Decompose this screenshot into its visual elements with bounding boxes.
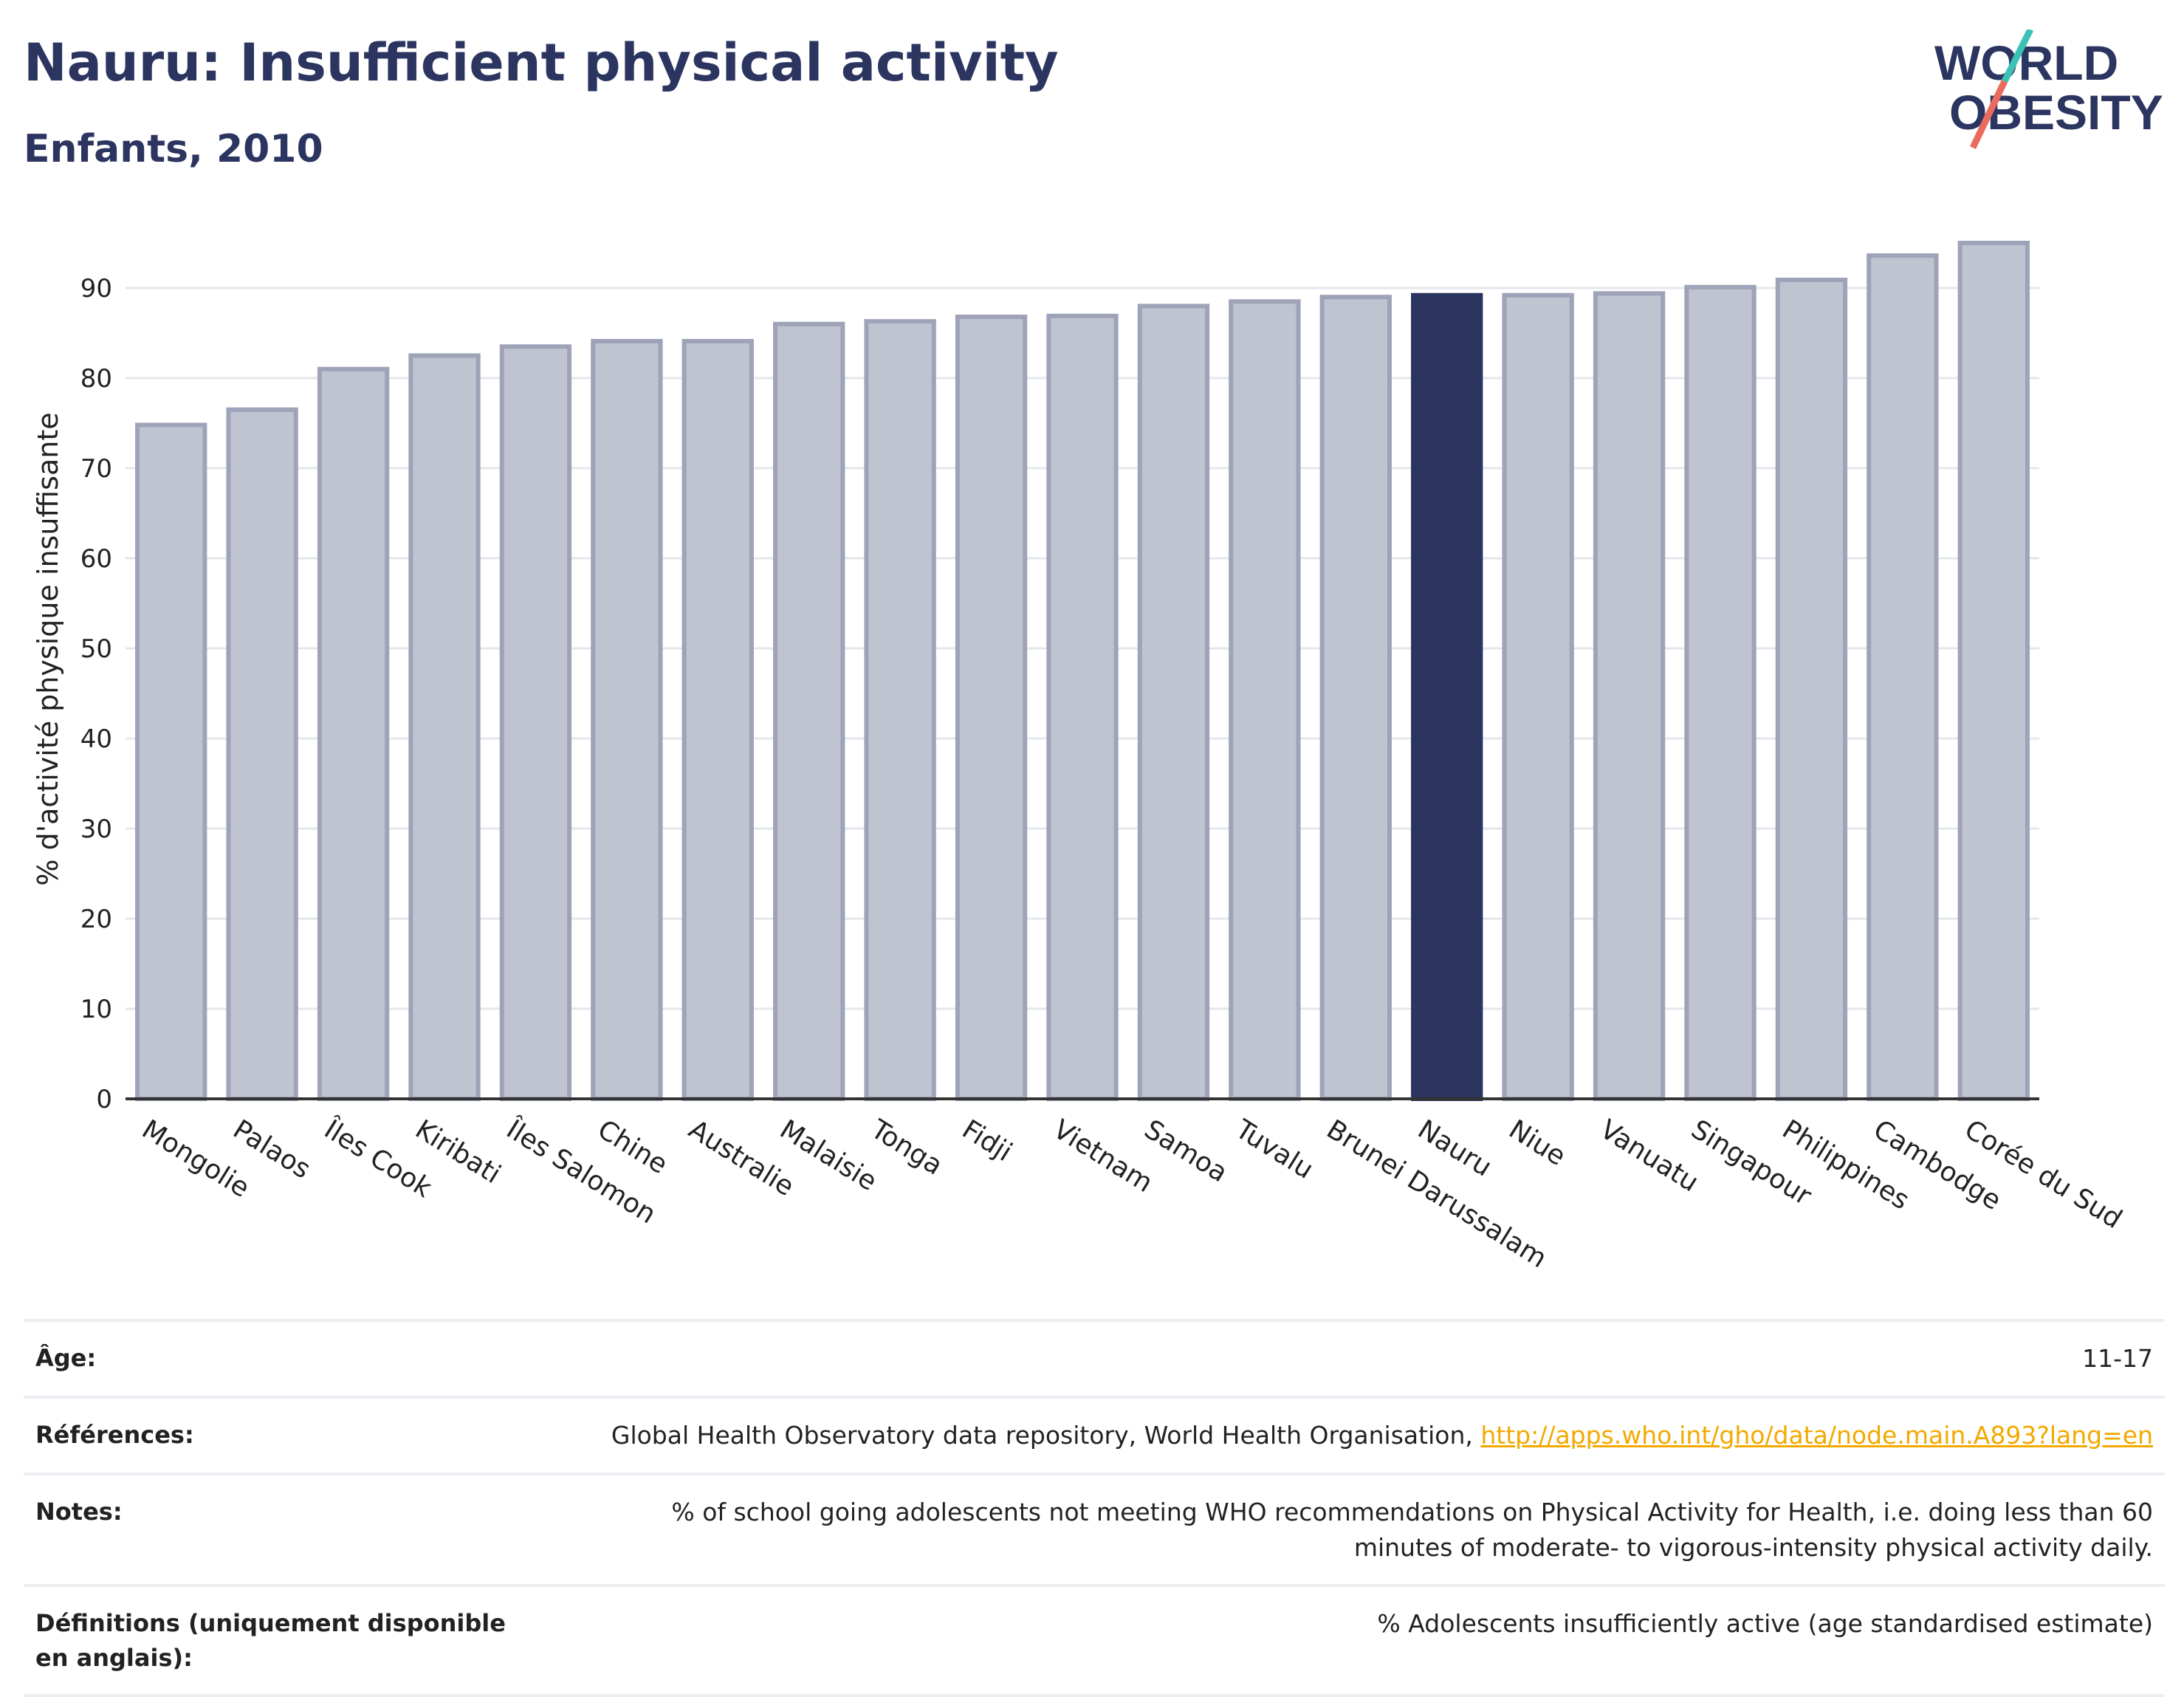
definitions-label: Définitions (uniquement disponible en an… [35, 1609, 506, 1672]
bar [317, 366, 390, 1101]
y-tick-label: 0 [96, 1085, 112, 1114]
notes-label: Notes: [35, 1497, 123, 1526]
logo-line2: OBESITY [1949, 85, 2163, 140]
logo-slash-teal [2001, 30, 2034, 83]
bar [1593, 291, 1666, 1102]
bar [499, 344, 572, 1101]
info-table: Âge: 11-17 Références: Global Health Obs… [24, 1319, 2165, 1697]
references-text: Global Health Observatory data repositor… [611, 1420, 1481, 1450]
bar [135, 422, 207, 1101]
y-tick-label: 70 [80, 454, 112, 484]
info-row-notes: Notes: % of school going adolescents not… [24, 1472, 2165, 1585]
bar [681, 338, 754, 1102]
bar [773, 321, 845, 1101]
logo-slash-coral [1969, 80, 2008, 149]
bar [1319, 295, 1392, 1102]
bar [1229, 299, 1301, 1101]
x-tick-label: Niue [1503, 1114, 1570, 1172]
bar [1411, 292, 1483, 1101]
y-axis-label: % d'activité physique insuffisante [32, 412, 64, 885]
age-value: 11-17 [2082, 1344, 2153, 1373]
info-row-definitions: Définitions (uniquement disponible en an… [24, 1584, 2165, 1697]
bar [408, 353, 481, 1101]
x-tick-label: Vietnam [1048, 1114, 1158, 1199]
y-tick-label: 90 [80, 274, 112, 304]
bar [864, 319, 936, 1101]
notes-value: % of school going adolescents not meetin… [671, 1497, 2153, 1562]
world-obesity-logo: WORLD OBESITY [1934, 30, 2163, 149]
info-row-references: Références: Global Health Observatory da… [24, 1395, 2165, 1473]
chart-subtitle: Enfants, 2010 [24, 127, 323, 171]
chart-title: Nauru: Insufficient physical activity [24, 32, 1059, 93]
bar [1775, 278, 1848, 1101]
references-link[interactable]: http://apps.who.int/gho/data/node.main.A… [1480, 1420, 2153, 1450]
x-tick-label: Vanuatu [1595, 1114, 1704, 1198]
info-row-age: Âge: 11-17 [24, 1319, 2165, 1396]
y-tick-label: 50 [80, 634, 112, 664]
y-tick-label: 60 [80, 544, 112, 574]
x-tick-label: Îles Salomon [501, 1113, 662, 1230]
bar [1046, 313, 1119, 1102]
definitions-value: % Adolescents insufficiently active (age… [1377, 1609, 2153, 1639]
y-tick-label: 30 [80, 815, 112, 844]
x-tick-label: Tuvalu [1229, 1114, 1319, 1185]
bar [1502, 292, 1574, 1101]
bar [955, 315, 1028, 1101]
age-label: Âge: [35, 1344, 97, 1372]
bar [1867, 253, 1939, 1102]
references-label: Références: [35, 1420, 194, 1449]
bar [591, 338, 663, 1102]
y-tick-label: 80 [80, 364, 112, 394]
x-tick-label: Fidji [957, 1114, 1017, 1168]
bar [226, 407, 298, 1101]
bar [1957, 241, 2030, 1101]
y-tick-label: 20 [80, 905, 112, 934]
references-value: Global Health Observatory data repositor… [611, 1418, 2153, 1453]
y-tick-label: 10 [80, 995, 112, 1024]
y-tick-label: 40 [80, 724, 112, 754]
bar [1684, 284, 1757, 1101]
x-tick-label: Corée du Sud [1960, 1114, 2127, 1235]
bar [1137, 304, 1210, 1101]
